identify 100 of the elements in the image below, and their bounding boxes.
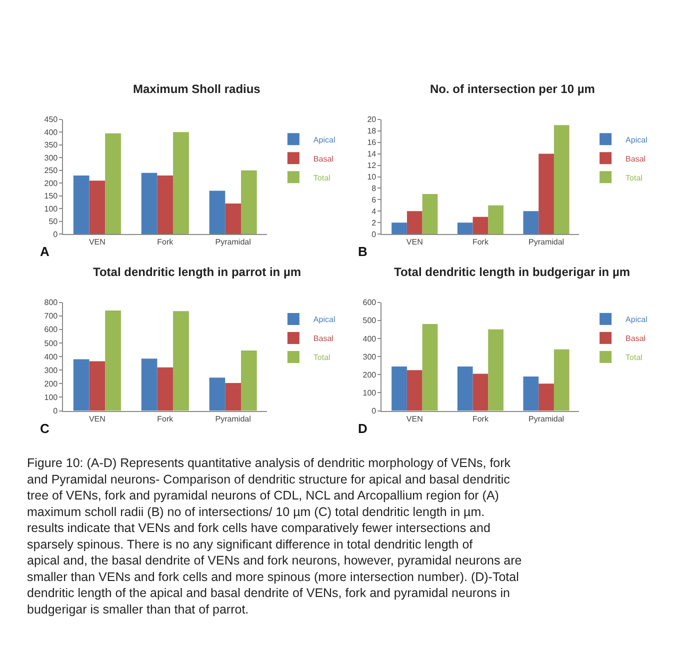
x-tick-label: VEN xyxy=(406,238,424,247)
text: C xyxy=(40,421,50,436)
y-tick-label: 10 xyxy=(367,172,377,182)
y-tick-label: 0 xyxy=(53,406,58,416)
x-tick-label: Pyramidal xyxy=(215,238,252,247)
x-tick-label: Pyramidal xyxy=(215,414,252,424)
bar xyxy=(241,170,257,234)
bar xyxy=(392,366,407,411)
y-tick-label: 6 xyxy=(372,195,377,204)
bar xyxy=(157,175,174,234)
bar xyxy=(554,125,570,234)
legend-label: Basal xyxy=(313,154,334,164)
y-tick-label: 100 xyxy=(44,204,58,214)
bar xyxy=(488,205,504,234)
y-tick-label: 14 xyxy=(367,150,377,159)
y-tick-label: 300 xyxy=(44,366,58,375)
bar xyxy=(73,359,90,411)
bar xyxy=(173,311,189,411)
bar xyxy=(472,216,488,234)
bar xyxy=(538,384,554,411)
y-tick-label: 0 xyxy=(53,230,58,239)
y-tick-label: 400 xyxy=(44,128,58,137)
text: Total xyxy=(313,353,331,362)
y-tick-label: 20 xyxy=(367,115,377,124)
y-tick-label: 450 xyxy=(44,115,58,124)
x-tick-label: Fork xyxy=(472,238,490,247)
bar xyxy=(472,374,488,411)
bar xyxy=(422,324,438,411)
text: Basal xyxy=(626,334,646,344)
bar xyxy=(406,370,422,411)
bar xyxy=(225,204,242,234)
y-tick-label: 18 xyxy=(367,126,377,136)
y-tick-label: 150 xyxy=(44,192,58,201)
bar xyxy=(554,349,570,411)
x-tick-label: VEN xyxy=(88,414,106,424)
text: A xyxy=(40,244,50,259)
x-tick-label: Pyramidal xyxy=(528,238,564,247)
bar xyxy=(141,172,158,234)
bar xyxy=(209,190,226,234)
y-tick-label: 0 xyxy=(372,406,377,416)
y-tick-label: 100 xyxy=(362,388,377,398)
y-tick-label: 250 xyxy=(44,166,58,176)
text: Apical xyxy=(626,315,648,324)
bar xyxy=(523,211,539,234)
y-tick-label: 12 xyxy=(367,161,377,170)
y-tick-label: 8 xyxy=(372,184,377,194)
chart-title: Total dendritic length in parrot in µm xyxy=(93,265,302,279)
bar xyxy=(523,376,539,411)
bar xyxy=(392,222,407,234)
bar xyxy=(89,180,106,234)
y-tick-label: 4 xyxy=(372,206,377,216)
y-tick-label: 200 xyxy=(44,379,58,388)
text: D xyxy=(358,421,368,436)
chart-title: Total dendritic length in budgerigar in µm xyxy=(394,265,630,279)
y-tick-label: 500 xyxy=(44,338,58,348)
y-tick-label: 350 xyxy=(44,140,58,150)
y-tick-label: 0 xyxy=(372,230,377,239)
x-tick-label: Fork xyxy=(157,414,174,424)
y-tick-label: 50 xyxy=(48,217,58,226)
bar xyxy=(457,366,473,411)
text: Figure 10: (A-D) Represents quantitative analysis of dendritic morphology of VENs, fork and Pyramidal neurons- Comparison of dendritic structure for apical and basal dendritic tree of VENs, fork and pyramidal neurons of CDL, NCL and Arcopallium region for (A) maximum scholl radii (B) no of intersections/ 10 µm (C) total dendritic length in µm. results indicate that VENs and fork cells have comparatively fewer intersections and sparsely spinous. There is no any significant difference in total dendritic length of apical and, the basal dendrite of VENs and fork neurons, however, pyramidal neurons are smaller than VENs and fork cells and more spinous (more intersection number). (D)-Total dendritic length of the apical and basal dendrite of VENs, fork and pyramidal neurons in budgerigar is smaller than that of parrot. xyxy=(27,456,522,616)
bar xyxy=(488,329,504,411)
bar xyxy=(89,361,106,411)
legend-label: Basal xyxy=(626,154,646,164)
y-tick-label: 500 xyxy=(362,316,377,326)
legend-label: Apical xyxy=(626,135,648,144)
y-tick-label: 700 xyxy=(44,312,58,321)
bar xyxy=(241,350,257,411)
x-tick-label: Pyramidal xyxy=(528,414,564,424)
y-tick-label: 16 xyxy=(367,138,377,148)
bar xyxy=(73,175,90,234)
bar xyxy=(105,310,121,411)
y-tick-label: 200 xyxy=(44,178,58,188)
x-tick-label: VEN xyxy=(406,414,424,424)
text: Basal xyxy=(313,334,334,344)
bar xyxy=(457,222,473,234)
y-tick-label: 100 xyxy=(44,393,58,402)
legend-label: Apical xyxy=(313,135,336,144)
bar xyxy=(157,367,174,411)
y-tick-label: 200 xyxy=(362,370,377,380)
bar xyxy=(225,383,242,411)
text: Apical xyxy=(313,315,336,324)
x-tick-label: Fork xyxy=(472,414,490,424)
text: B xyxy=(358,244,368,259)
x-tick-label: Fork xyxy=(157,238,174,247)
x-tick-label: VEN xyxy=(88,238,106,247)
bar xyxy=(173,132,189,234)
bar xyxy=(538,154,554,234)
legend-label: Total xyxy=(313,173,331,182)
y-tick-label: 300 xyxy=(44,153,58,162)
bar xyxy=(209,378,226,411)
bar xyxy=(141,358,158,411)
chart-title: No. of intersection per 10 µm xyxy=(430,82,595,96)
bar xyxy=(406,211,422,234)
y-tick-label: 400 xyxy=(44,352,58,362)
y-tick-label: 400 xyxy=(362,334,377,344)
legend-label: Total xyxy=(626,173,643,182)
y-tick-label: 600 xyxy=(44,325,58,334)
y-tick-label: 600 xyxy=(362,298,377,308)
y-tick-label: 2 xyxy=(372,218,377,228)
